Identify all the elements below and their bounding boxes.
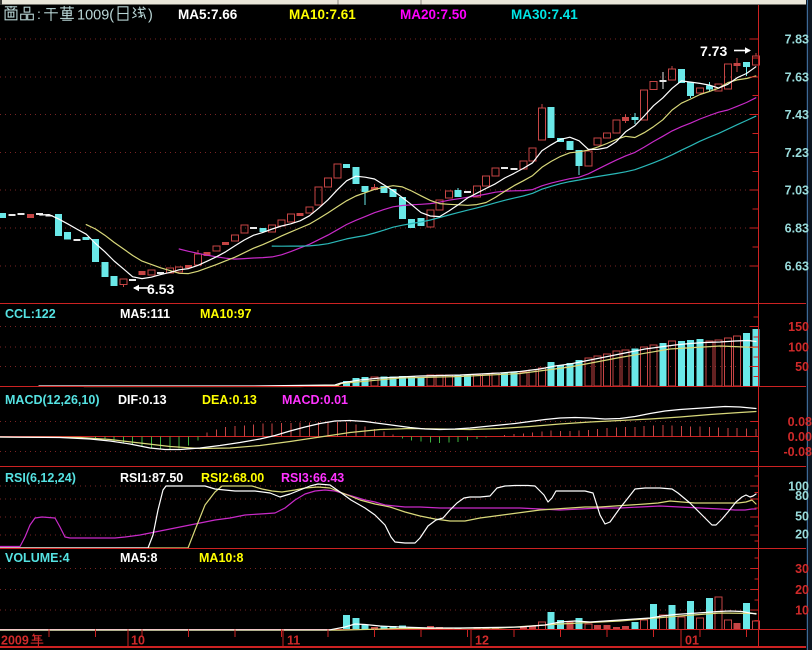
- svg-text:20: 20: [795, 583, 809, 597]
- svg-text:1009(: 1009(: [77, 8, 114, 24]
- svg-text:20: 20: [795, 528, 809, 542]
- svg-text:150: 150: [788, 320, 809, 334]
- svg-text:MA10:97: MA10:97: [200, 307, 251, 321]
- svg-text:11: 11: [287, 634, 300, 648]
- svg-text:MA10:8: MA10:8: [199, 551, 244, 565]
- svg-text:01: 01: [685, 634, 699, 648]
- svg-text:CCL:122: CCL:122: [5, 307, 56, 321]
- svg-text:100: 100: [788, 480, 809, 494]
- svg-text:MA20:7.50: MA20:7.50: [400, 7, 467, 22]
- svg-text:VOLUME:4: VOLUME:4: [5, 551, 70, 565]
- svg-text:DEA:0.13: DEA:0.13: [202, 393, 257, 407]
- svg-text:MACD(12,26,10): MACD(12,26,10): [5, 393, 99, 407]
- svg-text:RSI2:68.00: RSI2:68.00: [201, 471, 264, 485]
- svg-text:6.63: 6.63: [785, 259, 809, 273]
- svg-text:MA5:111: MA5:111: [120, 307, 170, 321]
- svg-text:50: 50: [795, 360, 809, 374]
- svg-text:100: 100: [788, 341, 809, 355]
- svg-text:7.43: 7.43: [785, 108, 809, 122]
- svg-text:RSI3:66.43: RSI3:66.43: [281, 471, 344, 485]
- svg-text:30: 30: [795, 562, 809, 576]
- svg-text:MACD:0.01: MACD:0.01: [282, 393, 348, 407]
- svg-text:MA10:7.61: MA10:7.61: [289, 7, 356, 22]
- svg-text:MA30:7.41: MA30:7.41: [511, 7, 578, 22]
- svg-text:DIF:0.13: DIF:0.13: [118, 393, 167, 407]
- svg-text:6.83: 6.83: [785, 222, 809, 236]
- svg-text:2009: 2009: [1, 634, 29, 648]
- svg-text:6.53: 6.53: [147, 281, 174, 297]
- svg-text:7.03: 7.03: [785, 184, 809, 198]
- svg-text:7.73: 7.73: [700, 43, 727, 59]
- svg-text:12: 12: [475, 634, 489, 648]
- svg-text:0.00: 0.00: [788, 430, 812, 444]
- svg-text:80: 80: [795, 489, 809, 503]
- svg-text:-0.08: -0.08: [784, 445, 812, 459]
- svg-text:7.63: 7.63: [785, 70, 809, 84]
- svg-text:10: 10: [131, 634, 145, 648]
- svg-text:): ): [148, 8, 153, 24]
- svg-text:RSI1:87.50: RSI1:87.50: [120, 471, 183, 485]
- svg-text:MA5:7.66: MA5:7.66: [178, 7, 238, 22]
- svg-text:7.83: 7.83: [785, 33, 809, 47]
- svg-text:0.08: 0.08: [788, 415, 812, 429]
- svg-text:RSI(6,12,24): RSI(6,12,24): [5, 471, 76, 485]
- svg-text::: :: [37, 6, 41, 22]
- svg-text:MA5:8: MA5:8: [120, 551, 158, 565]
- svg-text:10: 10: [795, 604, 809, 618]
- svg-text:7.23: 7.23: [785, 146, 809, 160]
- svg-text:50: 50: [795, 510, 809, 524]
